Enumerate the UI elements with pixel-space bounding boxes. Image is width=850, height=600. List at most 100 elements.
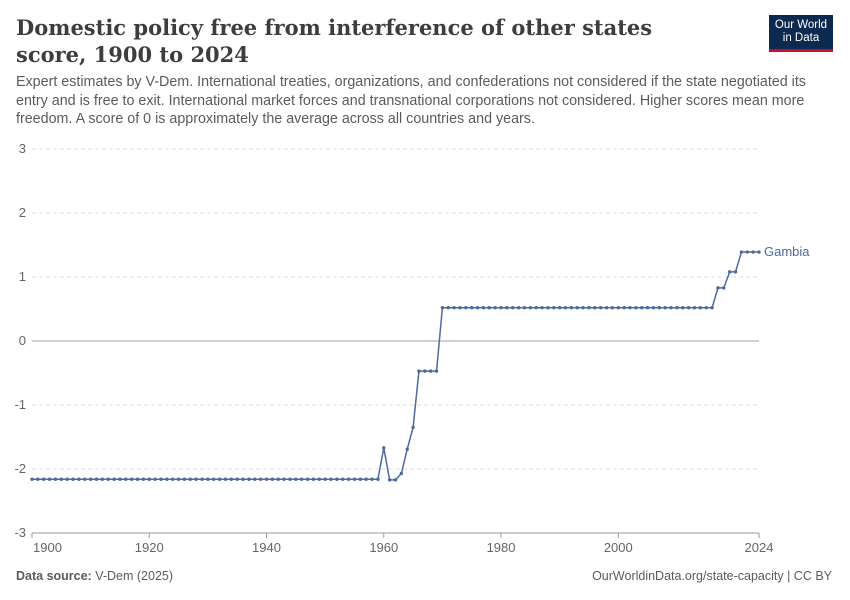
data-point[interactable] <box>628 306 632 310</box>
data-point[interactable] <box>135 477 140 481</box>
data-point[interactable] <box>645 306 650 310</box>
data-point[interactable] <box>481 306 486 310</box>
data-point[interactable] <box>622 306 626 310</box>
data-point[interactable] <box>124 477 128 481</box>
data-point[interactable] <box>247 477 251 481</box>
data-point[interactable] <box>423 369 427 373</box>
data-point[interactable] <box>329 477 333 481</box>
data-point[interactable] <box>516 306 521 310</box>
data-point[interactable] <box>165 477 169 481</box>
data-point[interactable] <box>77 477 81 481</box>
owid-logo[interactable]: Our World in Data <box>769 15 833 52</box>
data-point[interactable] <box>299 477 304 481</box>
data-point[interactable] <box>499 306 503 310</box>
data-point[interactable] <box>593 306 597 310</box>
data-point[interactable] <box>387 478 392 482</box>
series-line-gambia[interactable] <box>32 251 759 481</box>
data-point[interactable] <box>534 306 538 310</box>
data-point[interactable] <box>270 477 275 481</box>
data-point[interactable] <box>657 306 662 310</box>
data-point[interactable] <box>599 306 603 310</box>
data-point[interactable] <box>581 306 585 310</box>
data-point[interactable] <box>434 369 439 373</box>
data-point[interactable] <box>141 477 146 481</box>
data-point[interactable] <box>616 306 620 310</box>
data-point[interactable] <box>681 306 685 310</box>
data-point[interactable] <box>733 270 738 274</box>
data-point[interactable] <box>352 477 357 481</box>
data-point[interactable] <box>212 477 216 481</box>
data-point[interactable] <box>640 306 644 310</box>
data-point[interactable] <box>94 477 99 481</box>
data-point[interactable] <box>405 447 409 451</box>
data-point[interactable] <box>587 306 591 310</box>
data-point[interactable] <box>317 477 321 481</box>
data-point[interactable] <box>446 306 450 310</box>
data-point[interactable] <box>258 477 263 481</box>
data-point[interactable] <box>522 306 527 310</box>
data-point[interactable] <box>698 306 703 310</box>
data-point[interactable] <box>399 471 404 476</box>
data-point[interactable] <box>188 477 192 481</box>
data-point[interactable] <box>241 477 245 481</box>
data-point[interactable] <box>692 306 697 310</box>
data-point[interactable] <box>610 306 615 310</box>
data-point[interactable] <box>253 477 257 481</box>
data-point[interactable] <box>305 477 310 481</box>
data-point[interactable] <box>176 477 181 481</box>
data-point[interactable] <box>229 477 234 481</box>
data-point[interactable] <box>540 306 544 310</box>
data-point[interactable] <box>428 369 433 373</box>
data-point[interactable] <box>171 477 175 481</box>
data-point[interactable] <box>30 477 34 481</box>
data-point[interactable] <box>634 306 638 310</box>
data-point[interactable] <box>264 477 269 481</box>
data-point[interactable] <box>393 478 398 482</box>
data-point[interactable] <box>417 369 421 373</box>
data-point[interactable] <box>727 270 732 274</box>
data-point[interactable] <box>200 477 204 481</box>
data-point[interactable] <box>288 477 292 481</box>
data-point[interactable] <box>206 477 210 481</box>
data-point[interactable] <box>739 250 744 254</box>
data-point[interactable] <box>358 477 363 481</box>
data-point[interactable] <box>346 477 351 481</box>
data-point[interactable] <box>71 477 75 481</box>
data-point[interactable] <box>335 477 339 481</box>
data-point[interactable] <box>42 477 46 481</box>
series-label[interactable]: Gambia <box>764 244 810 259</box>
data-point[interactable] <box>704 306 708 310</box>
data-point[interactable] <box>106 477 110 481</box>
data-point[interactable] <box>563 306 568 310</box>
data-point[interactable] <box>710 306 714 310</box>
data-point[interactable] <box>112 477 116 481</box>
data-point[interactable] <box>487 306 492 310</box>
data-point[interactable] <box>223 477 228 481</box>
data-point[interactable] <box>722 286 726 290</box>
data-point[interactable] <box>757 250 761 254</box>
data-point[interactable] <box>458 306 462 310</box>
data-point[interactable] <box>382 446 386 450</box>
data-point[interactable] <box>716 286 720 290</box>
data-point[interactable] <box>669 306 673 310</box>
data-point[interactable] <box>147 477 151 481</box>
data-point[interactable] <box>294 477 298 481</box>
data-point[interactable] <box>83 477 87 481</box>
data-point[interactable] <box>528 306 533 310</box>
data-point[interactable] <box>546 306 550 310</box>
data-point[interactable] <box>552 306 556 310</box>
data-point[interactable] <box>411 425 415 430</box>
data-point[interactable] <box>217 477 222 481</box>
data-point[interactable] <box>663 306 667 310</box>
data-point[interactable] <box>129 477 134 481</box>
data-point[interactable] <box>65 477 69 481</box>
data-point[interactable] <box>452 306 456 310</box>
data-point[interactable] <box>376 477 380 481</box>
data-point[interactable] <box>194 477 198 481</box>
data-point[interactable] <box>370 477 374 481</box>
data-point[interactable] <box>159 477 163 481</box>
data-point[interactable] <box>276 477 280 481</box>
data-point[interactable] <box>153 477 157 481</box>
footer-link[interactable]: OurWorldinData.org/state-capacity | CC B… <box>592 569 832 583</box>
data-point[interactable] <box>53 477 58 481</box>
